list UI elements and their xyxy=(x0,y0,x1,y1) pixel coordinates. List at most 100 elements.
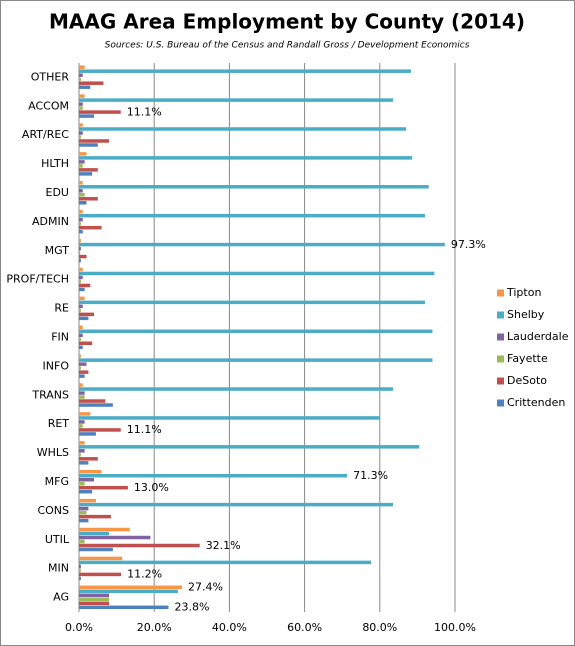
chart-subtitle: Sources: U.S. Bureau of the Census and R… xyxy=(105,41,470,51)
bar xyxy=(79,94,85,98)
bar xyxy=(79,527,130,532)
bar xyxy=(79,77,81,81)
bar xyxy=(79,197,98,201)
legend-label: Lauderdale xyxy=(507,330,569,343)
y-tick-label: HLTH xyxy=(41,157,69,170)
y-tick-label: MFG xyxy=(45,475,69,488)
bar xyxy=(79,254,87,259)
bar xyxy=(79,399,106,403)
bar xyxy=(79,506,89,511)
bar xyxy=(79,576,81,581)
bar xyxy=(79,217,83,222)
legend-label: Crittenden xyxy=(507,396,565,409)
legend-swatch xyxy=(497,311,504,319)
bar xyxy=(79,453,81,457)
bar xyxy=(79,225,102,230)
bar xyxy=(79,312,95,317)
bar xyxy=(79,221,81,226)
bar xyxy=(79,403,113,407)
bar xyxy=(79,160,85,164)
bar xyxy=(79,304,83,309)
bar xyxy=(79,498,96,503)
bar xyxy=(79,242,445,247)
bar xyxy=(79,441,85,445)
bar xyxy=(79,518,89,523)
bar xyxy=(79,370,89,374)
bar xyxy=(79,564,81,569)
bar xyxy=(79,131,83,135)
bar xyxy=(79,296,85,301)
y-tick-label: PROF/TECH xyxy=(6,273,69,286)
bar xyxy=(79,283,91,288)
bar xyxy=(79,287,85,292)
bar xyxy=(79,589,178,594)
x-tick-label: 20.0% xyxy=(137,621,172,634)
data-label: 27.4% xyxy=(188,581,223,594)
bar xyxy=(79,193,85,197)
y-tick-label: RET xyxy=(48,417,70,430)
legend-swatch xyxy=(497,377,504,385)
bar xyxy=(79,362,87,366)
y-tick-label: OTHER xyxy=(31,70,70,83)
y-tick-label: UTIL xyxy=(45,533,70,546)
bar xyxy=(79,209,83,214)
bar xyxy=(79,469,102,474)
bar xyxy=(79,457,98,461)
bar xyxy=(79,65,85,69)
bar xyxy=(79,473,348,478)
bar xyxy=(79,123,83,127)
x-tick-label: 0.0% xyxy=(65,621,93,634)
bar xyxy=(79,445,420,449)
data-label: 32.1% xyxy=(206,539,241,552)
bar xyxy=(79,432,96,436)
bar xyxy=(79,238,81,243)
bar xyxy=(79,601,110,606)
bar xyxy=(79,73,83,77)
bar xyxy=(79,366,81,370)
bar xyxy=(79,139,110,143)
bar xyxy=(79,106,83,110)
bar xyxy=(79,156,413,160)
bar xyxy=(79,597,110,602)
bar xyxy=(79,135,81,139)
y-tick-label: ACCOM xyxy=(28,99,69,112)
legend-swatch xyxy=(497,289,504,297)
legend-label: Shelby xyxy=(507,308,545,321)
chart-title: MAAG Area Employment by County (2014) xyxy=(49,10,525,34)
bar xyxy=(79,69,412,73)
data-label: 11.1% xyxy=(127,423,162,436)
bar xyxy=(79,127,407,131)
legend-swatch xyxy=(497,333,504,341)
bar xyxy=(79,267,83,272)
bar xyxy=(79,560,372,565)
y-tick-label: MIN xyxy=(48,562,69,575)
bar xyxy=(79,229,83,234)
bar xyxy=(79,424,83,428)
bar xyxy=(79,114,95,118)
y-tick-label: EDU xyxy=(46,186,69,199)
legend-swatch xyxy=(497,399,504,407)
bar xyxy=(79,185,429,189)
x-tick-label: 60.0% xyxy=(287,621,322,634)
y-tick-label: WHLS xyxy=(37,446,69,459)
bar xyxy=(79,168,98,172)
bar xyxy=(79,572,122,577)
data-label: 13.0% xyxy=(134,481,169,494)
bar xyxy=(79,110,121,114)
y-tick-label: AG xyxy=(53,591,69,604)
x-tick-label: 100.0% xyxy=(434,621,476,634)
bar xyxy=(79,585,183,590)
y-tick-label: INFO xyxy=(43,359,70,372)
y-tick-label: MGT xyxy=(45,244,70,257)
bar xyxy=(79,201,87,205)
bar xyxy=(79,374,85,378)
bar xyxy=(79,395,85,399)
legend-label: Fayette xyxy=(507,352,548,365)
bar xyxy=(79,358,433,362)
bar xyxy=(79,345,83,349)
bar xyxy=(79,477,95,482)
data-label: 11.1% xyxy=(127,105,162,118)
bar xyxy=(79,383,83,387)
bar xyxy=(79,568,81,573)
bar xyxy=(79,172,93,176)
